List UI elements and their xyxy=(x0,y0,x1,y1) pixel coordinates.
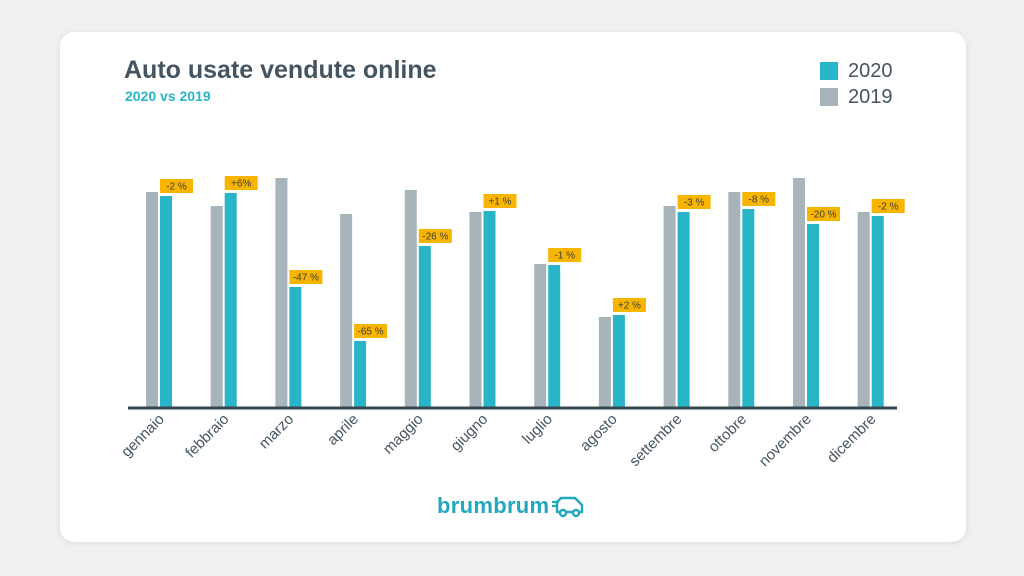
legend: 2020 2019 xyxy=(820,58,893,110)
chart-title: Auto usate vendute online xyxy=(124,56,437,84)
data-label-ottobre: -8 % xyxy=(749,195,770,206)
bar-2020-dicembre xyxy=(871,216,884,408)
bar-2019-settembre xyxy=(663,206,676,408)
bar-2019-agosto xyxy=(598,317,611,408)
data-label-bg-aprile xyxy=(354,324,388,338)
legend-swatch-2020 xyxy=(820,62,838,80)
x-tick-label-maggio: maggio xyxy=(380,411,427,458)
car-icon xyxy=(552,496,584,518)
bar-2019-aprile xyxy=(340,214,353,408)
data-label-bg-gennaio xyxy=(160,179,193,193)
x-tick-label-settembre: settembre xyxy=(626,411,685,470)
legend-label-2019: 2019 xyxy=(848,85,893,108)
bar-2019-febbraio xyxy=(210,206,223,408)
bar-2019-luglio xyxy=(534,264,547,408)
data-label-dicembre: -2 % xyxy=(878,202,899,213)
bar-2019-giugno xyxy=(469,212,482,408)
bar-2020-marzo xyxy=(289,287,302,408)
data-label-novembre: -20 % xyxy=(810,210,836,221)
data-label-bg-novembre xyxy=(807,207,840,221)
data-label-giugno: +1 % xyxy=(488,197,511,208)
data-label-bg-giugno xyxy=(483,194,517,208)
data-label-agosto: +2 % xyxy=(618,301,641,312)
brand-name: brumbrum xyxy=(437,493,550,518)
bar-2019-maggio xyxy=(404,190,417,408)
bar-2020-febbraio xyxy=(224,193,237,408)
legend-label-2020: 2020 xyxy=(848,59,893,82)
bar-2019-novembre xyxy=(793,178,805,408)
data-label-luglio: -1 % xyxy=(554,251,575,262)
data-label-febbraio: +6% xyxy=(231,179,251,190)
bar-2020-luglio xyxy=(548,265,561,408)
bar-2020-ottobre xyxy=(742,209,755,408)
data-label-bg-maggio xyxy=(418,229,452,243)
data-label-bg-agosto xyxy=(612,298,646,312)
data-label-gennaio: -2 % xyxy=(166,182,187,193)
bar-2020-giugno xyxy=(483,211,496,408)
data-label-bg-settembre xyxy=(677,195,711,209)
data-label-marzo: -47 % xyxy=(293,273,319,284)
data-label-aprile: -65 % xyxy=(358,327,384,338)
bar-2020-aprile xyxy=(354,341,367,408)
bar-2019-gennaio xyxy=(146,192,158,408)
x-tick-label-febbraio: febbraio xyxy=(182,411,232,461)
bar-2020-settembre xyxy=(677,212,690,408)
legend-swatch-2019 xyxy=(820,88,838,106)
data-label-bg-ottobre xyxy=(742,192,776,206)
bar-2019-marzo xyxy=(275,178,288,408)
data-label-bg-febbraio xyxy=(224,176,258,190)
bar-2020-novembre xyxy=(807,224,819,408)
x-tick-label-luglio: luglio xyxy=(519,411,556,448)
bar-2020-gennaio xyxy=(160,196,172,408)
data-label-bg-marzo xyxy=(289,270,323,284)
x-tick-label-marzo: marzo xyxy=(256,411,297,452)
x-tick-label-dicembre: dicembre xyxy=(824,411,880,467)
x-tick-label-aprile: aprile xyxy=(324,411,362,449)
data-label-maggio: -26 % xyxy=(422,232,448,243)
legend-item-2019: 2019 xyxy=(820,84,893,110)
x-tick-label-ottobre: ottobre xyxy=(705,411,750,456)
data-label-bg-luglio xyxy=(548,248,582,262)
bar-2020-agosto xyxy=(612,315,625,408)
data-label-bg-dicembre xyxy=(871,199,905,213)
brand-logo: brumbrum xyxy=(437,493,586,519)
x-tick-label-agosto: agosto xyxy=(577,411,621,455)
chart-subtitle: 2020 vs 2019 xyxy=(125,88,211,104)
data-label-settembre: -3 % xyxy=(684,198,705,209)
bar-2019-dicembre xyxy=(857,212,870,408)
legend-item-2020: 2020 xyxy=(820,58,893,84)
x-tick-label-novembre: novembre xyxy=(756,411,815,470)
bar-2019-ottobre xyxy=(728,192,741,408)
x-tick-label-giugno: giugno xyxy=(447,411,491,455)
bar-2020-maggio xyxy=(418,246,431,408)
x-tick-label-gennaio: gennaio xyxy=(118,411,168,461)
